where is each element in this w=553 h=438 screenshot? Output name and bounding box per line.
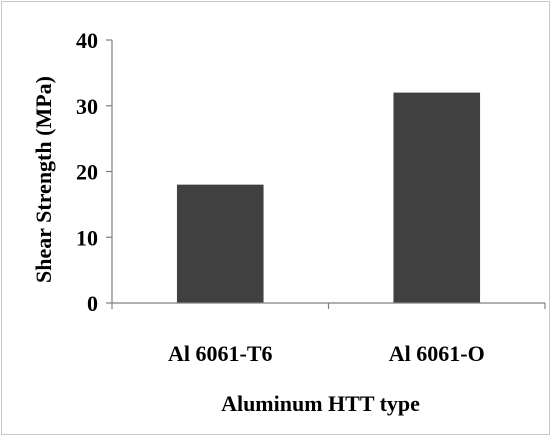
bar-al-6061-t6 bbox=[176, 184, 264, 303]
y-tick-label: 10 bbox=[76, 225, 98, 250]
x-axis-ticks: Al 6061-T6 Al 6061-O bbox=[111, 303, 546, 366]
bar-al-6061-o bbox=[393, 92, 481, 303]
y-tick-label: 30 bbox=[76, 94, 98, 119]
x-tick-label: Al 6061-T6 bbox=[168, 341, 273, 366]
y-axis-ticks: 0 10 20 30 40 bbox=[76, 28, 112, 316]
y-tick-label: 0 bbox=[87, 291, 98, 316]
y-tick-label: 40 bbox=[76, 28, 98, 53]
x-tick-label: Al 6061-O bbox=[389, 341, 485, 366]
bar-series bbox=[176, 92, 481, 303]
y-axis-title: Shear Strength (MPa) bbox=[31, 76, 56, 283]
x-axis-title: Aluminum HTT type bbox=[221, 391, 420, 416]
y-tick-label: 20 bbox=[76, 160, 98, 185]
